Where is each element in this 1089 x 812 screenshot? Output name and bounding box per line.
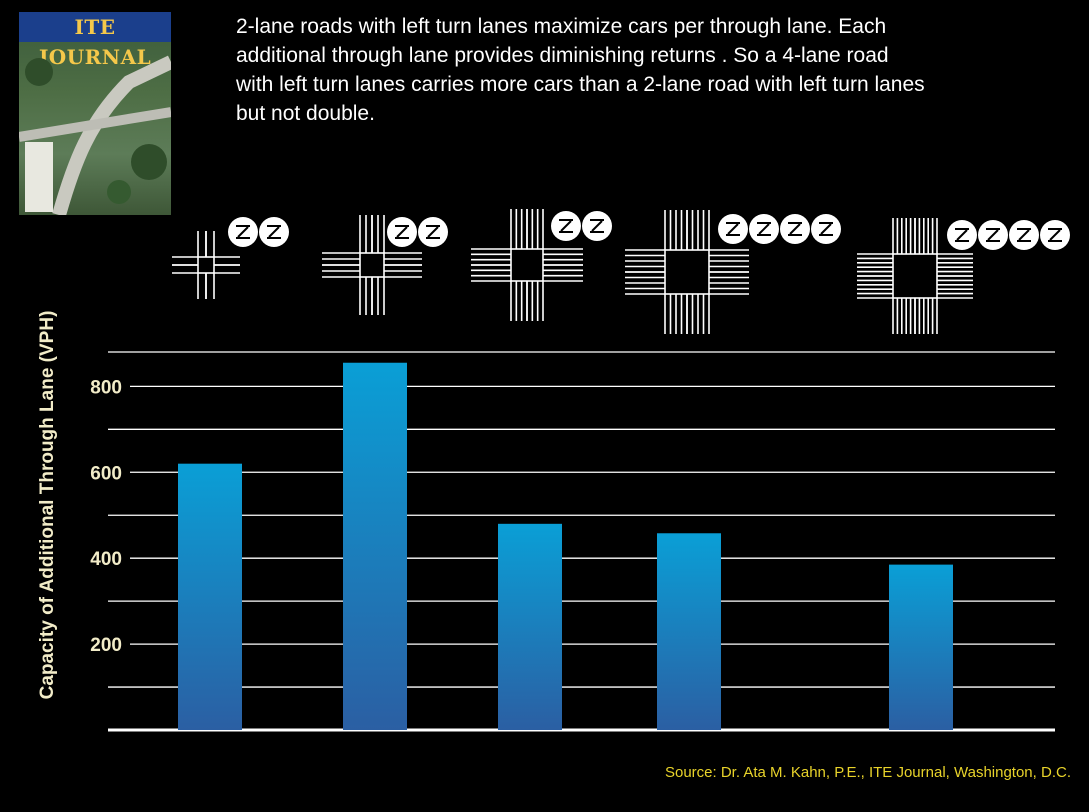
- intersection-diagram-3: [471, 209, 612, 321]
- y-tick-label: 800: [90, 377, 122, 398]
- bar-5: [889, 564, 953, 730]
- intersection-diagram-1: [172, 217, 289, 299]
- journal-cover: ITE JOURNAL: [19, 12, 171, 215]
- bar-chart: 200 400 600 800: [90, 209, 1070, 732]
- headline-text: 2-lane roads with left turn lanes maximi…: [236, 15, 925, 125]
- y-tick-label: 400: [90, 549, 122, 570]
- source-note: Source: Dr. Ata M. Kahn, P.E., ITE Journ…: [664, 764, 1071, 781]
- y-tick-label: 200: [90, 635, 122, 656]
- bar-1: [178, 463, 242, 730]
- y-tick-labels: 200 400 600 800: [90, 377, 122, 656]
- bars: [178, 362, 953, 730]
- intersection-diagrams: [172, 209, 1070, 334]
- intersection-diagram-5: [857, 218, 1070, 334]
- intersection-diagram-4: [625, 210, 841, 334]
- intersection-diagram-2: [322, 215, 448, 315]
- y-tick-label: 600: [90, 463, 122, 484]
- bar-3: [498, 523, 562, 730]
- cover-aerial-image: [19, 55, 171, 215]
- bar-2: [343, 362, 407, 730]
- cover-title: ITE JOURNAL: [19, 12, 171, 69]
- bar-4: [657, 533, 721, 730]
